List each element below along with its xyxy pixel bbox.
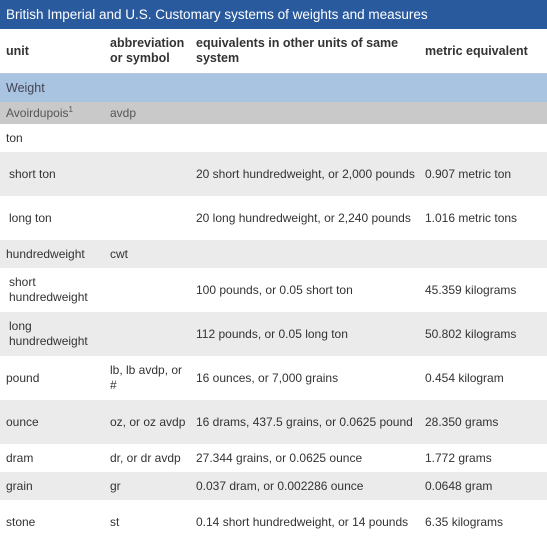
table-row: long hundredweight 112 pounds, or 0.05 lo… [0, 312, 547, 356]
table-row: hundredweight cwt [0, 240, 547, 268]
cell-unit: dram [0, 444, 104, 472]
cell-abbreviation: st [104, 500, 190, 544]
table-row: stone st 0.14 short hundredweight, or 14 p… [0, 500, 547, 544]
header-row: unit abbreviation or symbol equivalents … [0, 29, 547, 74]
table-row: grain gr 0.037 dram, or 0.002286 ounce 0.06… [0, 472, 547, 500]
cell-equivalents: 0.14 short hundredweight, or 14 pounds [190, 500, 419, 544]
cell-abbreviation: oz, or oz avdp [104, 400, 190, 444]
table-title: British Imperial and U.S. Customary syst… [0, 0, 547, 29]
cell-equivalents: 112 pounds, or 0.05 long ton [190, 312, 419, 356]
cell-unit: hundredweight [0, 240, 104, 268]
weights-table: unit abbreviation or symbol equivalents … [0, 29, 547, 544]
cell-unit: short ton [0, 152, 104, 196]
cell-equivalents [190, 240, 419, 268]
cell-metric: 1.772 grams [419, 444, 547, 472]
cell-equivalents: 100 pounds, or 0.05 short ton [190, 268, 419, 312]
cell-abbreviation [104, 152, 190, 196]
subsection-row: Avoirdupois1 avdp [0, 102, 547, 124]
cell-abbreviation: gr [104, 472, 190, 500]
cell-abbreviation [104, 268, 190, 312]
cell-equivalents [190, 124, 419, 152]
cell-unit: ounce [0, 400, 104, 444]
cell-equivalents: 0.037 dram, or 0.002286 ounce [190, 472, 419, 500]
subsection-label: Avoirdupois1 [0, 102, 104, 124]
cell-metric: 6.35 kilograms [419, 500, 547, 544]
subsection-abbreviation: avdp [104, 102, 190, 124]
cell-metric: 28.350 grams [419, 400, 547, 444]
footnote-marker: 1 [68, 104, 73, 114]
table-row: ounce oz, or oz avdp 16 drams, 437.5 grain… [0, 400, 547, 444]
cell-metric: 0.454 kilogram [419, 356, 547, 400]
cell-unit: stone [0, 500, 104, 544]
cell-unit: long hundredweight [0, 312, 104, 356]
header-equivalents: equivalents in other units of same syste… [190, 29, 419, 74]
cell-equivalents: 20 short hundredweight, or 2,000 pounds [190, 152, 419, 196]
table-row: ton [0, 124, 547, 152]
cell-equivalents: 20 long hundredweight, or 2,240 pounds [190, 196, 419, 240]
table-row: short hundredweight 100 pounds, or 0.05 s… [0, 268, 547, 312]
cell-metric: 1.016 metric tons [419, 196, 547, 240]
cell-metric: 50.802 kilograms [419, 312, 547, 356]
cell-metric: 45.359 kilograms [419, 268, 547, 312]
cell-metric [419, 240, 547, 268]
subsection-empty [419, 102, 547, 124]
cell-equivalents: 16 drams, 437.5 grains, or 0.0625 pound [190, 400, 419, 444]
subsection-text: Avoirdupois [6, 105, 69, 120]
cell-unit: grain [0, 472, 104, 500]
cell-metric [419, 124, 547, 152]
header-unit: unit [0, 29, 104, 74]
cell-metric: 0.0648 gram [419, 472, 547, 500]
cell-unit: short hundredweight [0, 268, 104, 312]
cell-abbreviation [104, 196, 190, 240]
cell-abbreviation: cwt [104, 240, 190, 268]
header-abbreviation: abbreviation or symbol [104, 29, 190, 74]
cell-unit: long ton [0, 196, 104, 240]
cell-abbreviation: dr, or dr avdp [104, 444, 190, 472]
table-row: dram dr, or dr avdp 27.344 grains, or 0.06… [0, 444, 547, 472]
cell-equivalents: 16 ounces, or 7,000 grains [190, 356, 419, 400]
subsection-empty [190, 102, 419, 124]
cell-unit: ton [0, 124, 104, 152]
cell-abbreviation [104, 124, 190, 152]
section-row: Weight [0, 73, 547, 102]
cell-metric: 0.907 metric ton [419, 152, 547, 196]
table-row: short ton 20 short hundredweight, or 2,00… [0, 152, 547, 196]
cell-unit: pound [0, 356, 104, 400]
cell-equivalents: 27.344 grains, or 0.0625 ounce [190, 444, 419, 472]
cell-abbreviation: lb, lb avdp, or # [104, 356, 190, 400]
section-label: Weight [0, 73, 547, 102]
table-row: pound lb, lb avdp, or #16 ounces, or 7,00… [0, 356, 547, 400]
table-row: long ton 20 long hundredweight, or 2,240 … [0, 196, 547, 240]
cell-abbreviation [104, 312, 190, 356]
header-metric: metric equivalent [419, 29, 547, 74]
